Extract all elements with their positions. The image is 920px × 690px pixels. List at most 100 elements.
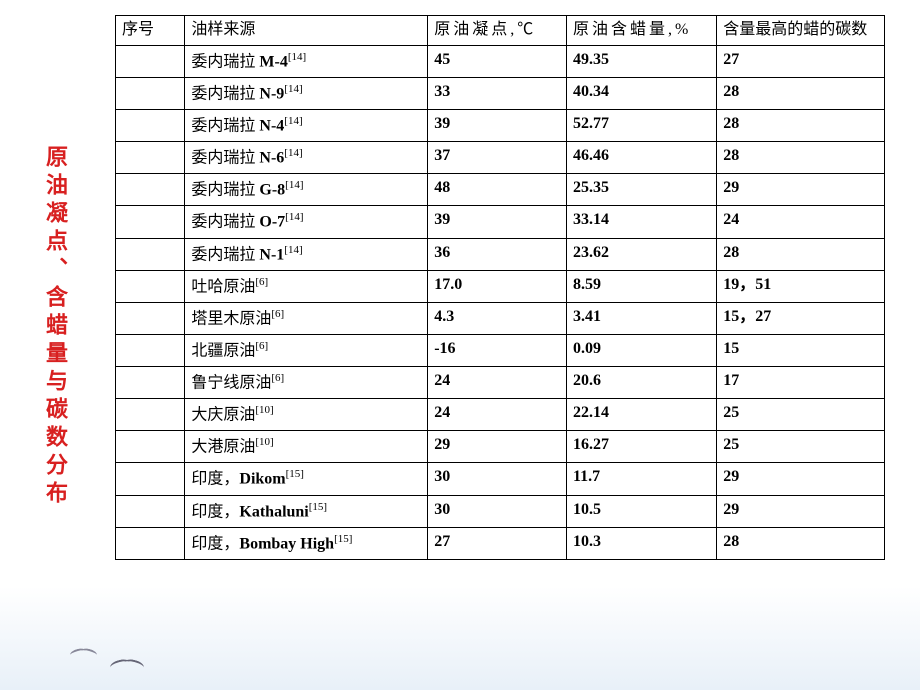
cell-wax-content: 16.27	[566, 431, 716, 463]
cell-seq	[116, 367, 185, 399]
cell-pour-point: 24	[428, 367, 567, 399]
cell-pour-point: 48	[428, 174, 567, 206]
cell-pour-point: 4.3	[428, 302, 567, 334]
cell-wax-content: 11.7	[566, 463, 716, 495]
cell-seq	[116, 399, 185, 431]
decorative-bird-icon	[110, 660, 160, 680]
cell-pour-point: 45	[428, 45, 567, 77]
cell-wax-content: 33.14	[566, 206, 716, 238]
cell-carbon-number: 28	[717, 142, 885, 174]
cell-carbon-number: 25	[717, 399, 885, 431]
cell-source: 鲁宁线原油[6]	[185, 367, 428, 399]
cell-source: 印度，Dikom[15]	[185, 463, 428, 495]
table-row: 鲁宁线原油[6]2420.617	[116, 367, 885, 399]
cell-carbon-number: 15，27	[717, 302, 885, 334]
cell-wax-content: 40.34	[566, 77, 716, 109]
table-row: 大庆原油[10]2422.1425	[116, 399, 885, 431]
cell-wax-content: 8.59	[566, 270, 716, 302]
cell-seq	[116, 206, 185, 238]
table-row: 吐哈原油[6]17.08.5919，51	[116, 270, 885, 302]
cell-source: 委内瑞拉 N-1[14]	[185, 238, 428, 270]
table-row: 大港原油[10]2916.2725	[116, 431, 885, 463]
cell-wax-content: 23.62	[566, 238, 716, 270]
cell-source: 委内瑞拉 G-8[14]	[185, 174, 428, 206]
cell-seq	[116, 463, 185, 495]
cell-pour-point: 36	[428, 238, 567, 270]
cell-pour-point: 39	[428, 206, 567, 238]
cell-seq	[116, 174, 185, 206]
cell-carbon-number: 28	[717, 77, 885, 109]
cell-wax-content: 0.09	[566, 334, 716, 366]
cell-wax-content: 22.14	[566, 399, 716, 431]
cell-seq	[116, 527, 185, 559]
header-carbon-number: 含量最高的蜡的碳数	[717, 16, 885, 46]
cell-wax-content: 10.3	[566, 527, 716, 559]
cell-carbon-number: 19，51	[717, 270, 885, 302]
data-table: 序号 油样来源 原油凝点,℃ 原油含蜡量,% 含量最高的蜡的碳数 委内瑞拉 M-…	[115, 15, 885, 560]
cell-pour-point: -16	[428, 334, 567, 366]
table-row: 塔里木原油[6]4.33.4115，27	[116, 302, 885, 334]
cell-source: 印度，Kathaluni[15]	[185, 495, 428, 527]
cell-source: 委内瑞拉 O-7[14]	[185, 206, 428, 238]
table-row: 委内瑞拉 N-6[14]3746.4628	[116, 142, 885, 174]
cell-wax-content: 49.35	[566, 45, 716, 77]
header-wax-content: 原油含蜡量,%	[566, 16, 716, 46]
header-seq: 序号	[116, 16, 185, 46]
cell-wax-content: 25.35	[566, 174, 716, 206]
table-row: 委内瑞拉 N-4[14]3952.7728	[116, 110, 885, 142]
cell-carbon-number: 24	[717, 206, 885, 238]
table-row: 北疆原油[6]-160.0915	[116, 334, 885, 366]
cell-source: 大港原油[10]	[185, 431, 428, 463]
cell-source: 吐哈原油[6]	[185, 270, 428, 302]
cell-seq	[116, 302, 185, 334]
cell-wax-content: 20.6	[566, 367, 716, 399]
vertical-title: 原油凝点、含蜡量与碳数分布	[40, 65, 70, 509]
table-row: 委内瑞拉 N-1[14]3623.6228	[116, 238, 885, 270]
table-header-row: 序号 油样来源 原油凝点,℃ 原油含蜡量,% 含量最高的蜡的碳数	[116, 16, 885, 46]
cell-seq	[116, 45, 185, 77]
cell-seq	[116, 495, 185, 527]
cell-seq	[116, 142, 185, 174]
cell-carbon-number: 28	[717, 527, 885, 559]
table-row: 委内瑞拉 M-4[14]4549.3527	[116, 45, 885, 77]
cell-wax-content: 52.77	[566, 110, 716, 142]
cell-wax-content: 3.41	[566, 302, 716, 334]
cell-wax-content: 10.5	[566, 495, 716, 527]
cell-pour-point: 30	[428, 495, 567, 527]
cell-seq	[116, 270, 185, 302]
cell-carbon-number: 17	[717, 367, 885, 399]
cell-source: 北疆原油[6]	[185, 334, 428, 366]
cell-seq	[116, 334, 185, 366]
cell-carbon-number: 25	[717, 431, 885, 463]
cell-source: 塔里木原油[6]	[185, 302, 428, 334]
cell-seq	[116, 110, 185, 142]
header-source: 油样来源	[185, 16, 428, 46]
cell-carbon-number: 28	[717, 110, 885, 142]
cell-source: 委内瑞拉 N-4[14]	[185, 110, 428, 142]
cell-seq	[116, 77, 185, 109]
cell-source: 印度，Bombay High[15]	[185, 527, 428, 559]
table-row: 委内瑞拉 N-9[14]3340.3428	[116, 77, 885, 109]
cell-seq	[116, 238, 185, 270]
cell-pour-point: 30	[428, 463, 567, 495]
cell-carbon-number: 27	[717, 45, 885, 77]
cell-pour-point: 33	[428, 77, 567, 109]
cell-pour-point: 37	[428, 142, 567, 174]
cell-pour-point: 39	[428, 110, 567, 142]
cell-wax-content: 46.46	[566, 142, 716, 174]
cell-carbon-number: 29	[717, 174, 885, 206]
cell-source: 委内瑞拉 N-9[14]	[185, 77, 428, 109]
cell-seq	[116, 431, 185, 463]
cell-carbon-number: 15	[717, 334, 885, 366]
cell-pour-point: 27	[428, 527, 567, 559]
cell-source: 委内瑞拉 M-4[14]	[185, 45, 428, 77]
table-row: 印度，Kathaluni[15]3010.529	[116, 495, 885, 527]
cell-carbon-number: 28	[717, 238, 885, 270]
cell-pour-point: 17.0	[428, 270, 567, 302]
cell-source: 大庆原油[10]	[185, 399, 428, 431]
cell-pour-point: 29	[428, 431, 567, 463]
table-row: 印度，Dikom[15]3011.729	[116, 463, 885, 495]
table-row: 印度，Bombay High[15]2710.328	[116, 527, 885, 559]
table-row: 委内瑞拉 O-7[14]3933.1424	[116, 206, 885, 238]
cell-source: 委内瑞拉 N-6[14]	[185, 142, 428, 174]
